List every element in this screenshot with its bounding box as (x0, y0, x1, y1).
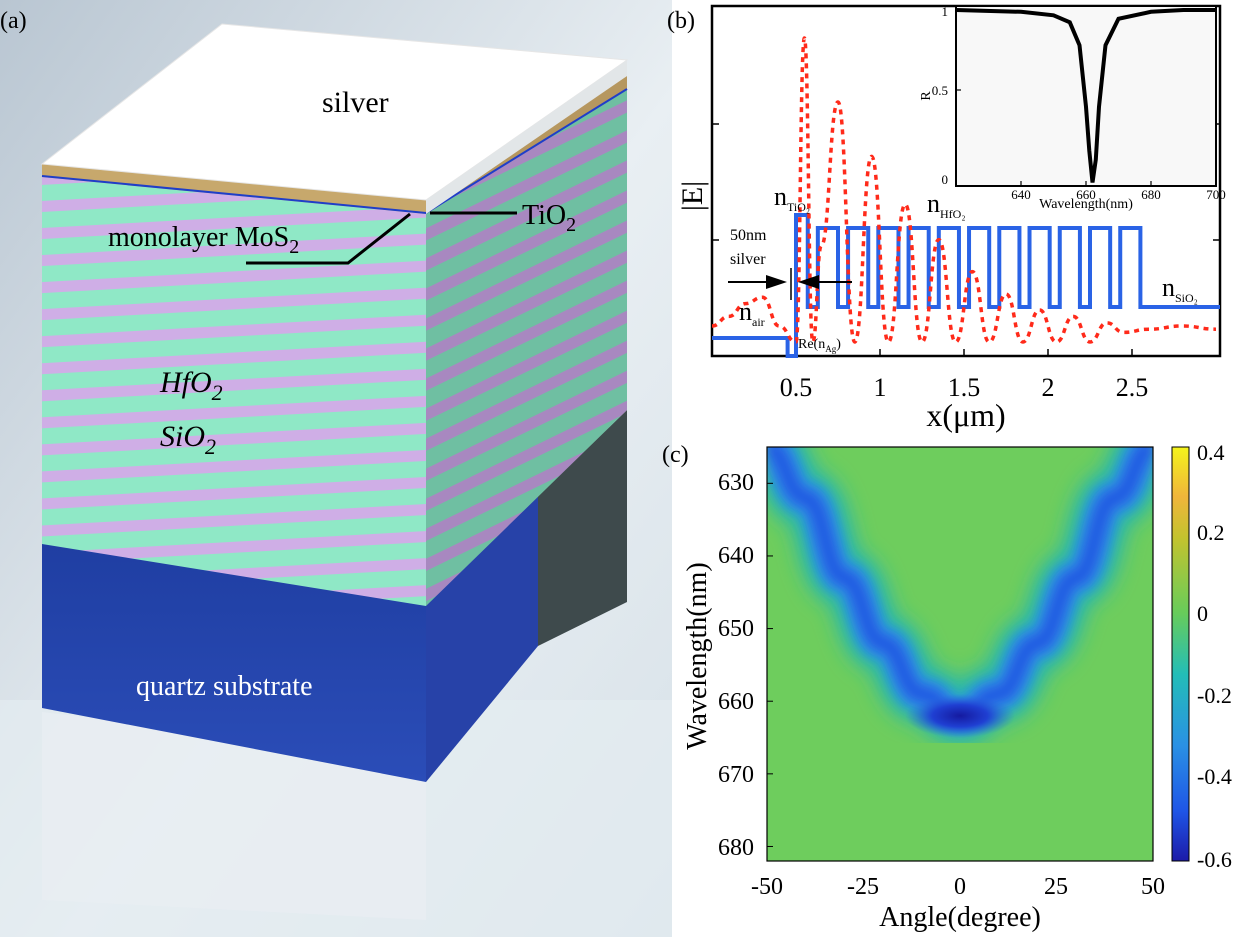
tio2-label-sub: 2 (566, 214, 576, 236)
colorbar (1171, 446, 1190, 862)
n-air-main: n (739, 297, 752, 326)
b-xtick-label: 2 (1042, 373, 1055, 402)
silver-short-label: silver (730, 251, 766, 268)
hfo2-label-sub: 2 (212, 380, 223, 405)
c-xtick-label: -25 (847, 874, 879, 900)
c-xtick-label: 25 (1044, 874, 1068, 900)
b-xtick-label: 1.5 (948, 373, 981, 402)
tio2-label-main: TiO (522, 200, 566, 231)
b-xtick-label: 0.5 (780, 373, 813, 402)
mos2-label-sub: 2 (289, 236, 299, 258)
colorbar-tick-label: 0.2 (1197, 520, 1225, 545)
substrate-front (42, 541, 426, 782)
silver-thickness-arrows (728, 268, 852, 300)
c-xtick-label: -50 (751, 874, 783, 900)
sio2-label: SiO2 (160, 420, 216, 459)
heatmap-frame (766, 446, 1154, 862)
silver-side (426, 60, 627, 214)
field-curve (711, 36, 1217, 344)
c-ytick-label: 650 (718, 616, 754, 642)
substrate-reflection (42, 712, 426, 920)
panel-c-xlabel: Angle(degree) (879, 902, 1041, 933)
colorbar-tick-label: -0.2 (1197, 683, 1232, 708)
inset-xlabel: Wavelength(nm) (1039, 197, 1133, 212)
panel-c-ytick-labels: 630 640 650 660 670 680 (718, 470, 754, 861)
inset-plot: 1 0.5 0 640 660 680 700 Wavelength(nm) R (919, 4, 1226, 212)
n-air-sub: air (752, 315, 765, 329)
panel-c-ylabel: Wavelength(nm) (682, 562, 713, 749)
panel-a-label: (a) (0, 8, 27, 34)
panel-b-xlabel: x(μm) (926, 397, 1005, 433)
colorbar-tick-label: 0.4 (1197, 440, 1225, 465)
n-sio2-sub: SiO₂ (1175, 291, 1198, 305)
silver-thickness-label: 50nm (730, 227, 767, 244)
panel-b-label: (b) (667, 8, 695, 34)
substrate-front-right (426, 496, 538, 782)
c-ytick-label: 680 (718, 835, 754, 861)
mos2-leader (246, 212, 411, 265)
c-ytick-label: 640 (718, 543, 754, 569)
multilayer-front (42, 177, 426, 606)
re-nag-label: Re(nAg) (798, 337, 841, 354)
inset-xtick-label: 700 (1206, 187, 1226, 202)
heatmap (767, 447, 1153, 861)
silver-label: silver (322, 86, 389, 119)
panel-b-ylabel: |E| (676, 181, 709, 211)
panel-c: (c) 630 640 650 660 670 680 -50 -25 0 25… (662, 440, 1232, 933)
heatmap-minimum (905, 693, 1015, 738)
sio2-label-main: SiO (160, 420, 205, 453)
substrate-label: quartz substrate (136, 671, 313, 702)
colorbar-tick-labels: 0.4 0.2 0 -0.2 -0.4 -0.6 (1197, 440, 1232, 872)
panel-c-ytick-marks (767, 482, 773, 847)
n-tio2-sub: TiO₂ (787, 200, 810, 214)
n-sio2-label: nSiO₂ (1162, 273, 1198, 305)
c-xtick-label: 0 (954, 874, 966, 900)
mos2-label: monolayer MoS2 (108, 222, 299, 258)
hfo2-label-main: HfO (159, 366, 212, 399)
index-profile-line (712, 213, 1220, 358)
n-sio2-main: n (1162, 273, 1175, 302)
mos2-label-main: monolayer MoS (108, 222, 289, 253)
inset-ytick-label: 0.5 (932, 83, 948, 98)
colorbar-tick-label: -0.6 (1197, 847, 1232, 872)
n-tio2-label: nTiO₂ (774, 182, 810, 214)
b-xtick-label: 1 (874, 373, 887, 402)
panel-b-xtick-labels: 0.5 1 1.5 2 2.5 (780, 373, 1149, 402)
inset-ytick-label: 1 (942, 4, 949, 19)
panel-b: (b) 50nm silver nTiO₂ nHfO₂ nSiO₂ nair R… (667, 4, 1226, 433)
n-hfo2-sub: HfO₂ (940, 207, 966, 221)
inset-reflectance-curve (955, 8, 1216, 183)
colorbar-tick-label: 0 (1197, 601, 1208, 626)
re-nag-main: Re(n (798, 337, 825, 352)
b-xtick-label: 2.5 (1116, 373, 1149, 402)
n-hfo2-main: n (927, 189, 940, 218)
inset-xtick-label: 680 (1141, 187, 1161, 202)
inset-ylabel: R (919, 91, 934, 101)
c-xtick-label: 50 (1141, 874, 1165, 900)
panel-c-label: (c) (662, 442, 689, 468)
inset-xtick-label: 640 (1011, 187, 1031, 202)
colorbar-tick-label: -0.4 (1197, 764, 1232, 789)
re-nag-sub: Ag (825, 344, 836, 354)
re-nag-close: ) (836, 337, 841, 352)
c-ytick-label: 660 (718, 689, 754, 715)
c-ytick-label: 670 (718, 762, 754, 788)
substrate-side (538, 410, 627, 646)
inset-ytick-label: 0 (942, 172, 949, 187)
panel-c-xtick-labels: -50 -25 0 25 50 (751, 874, 1165, 900)
n-tio2-main: n (774, 182, 787, 211)
panel-a: (a) silver monolayer MoS2 TiO2 HfO2 SiO2… (0, 0, 672, 937)
hfo2-label: HfO2 (159, 366, 223, 405)
c-ytick-label: 630 (718, 470, 754, 496)
sio2-label-sub: 2 (205, 434, 216, 459)
tio2-layer-front (42, 164, 426, 214)
inset-xtick-label: 660 (1076, 187, 1096, 202)
multilayer-side (426, 90, 627, 606)
n-hfo2-label: nHfO₂ (927, 189, 966, 221)
tio2-label: TiO2 (522, 200, 576, 236)
inset-ticks (956, 89, 1152, 186)
n-air-label: nair (739, 297, 765, 329)
